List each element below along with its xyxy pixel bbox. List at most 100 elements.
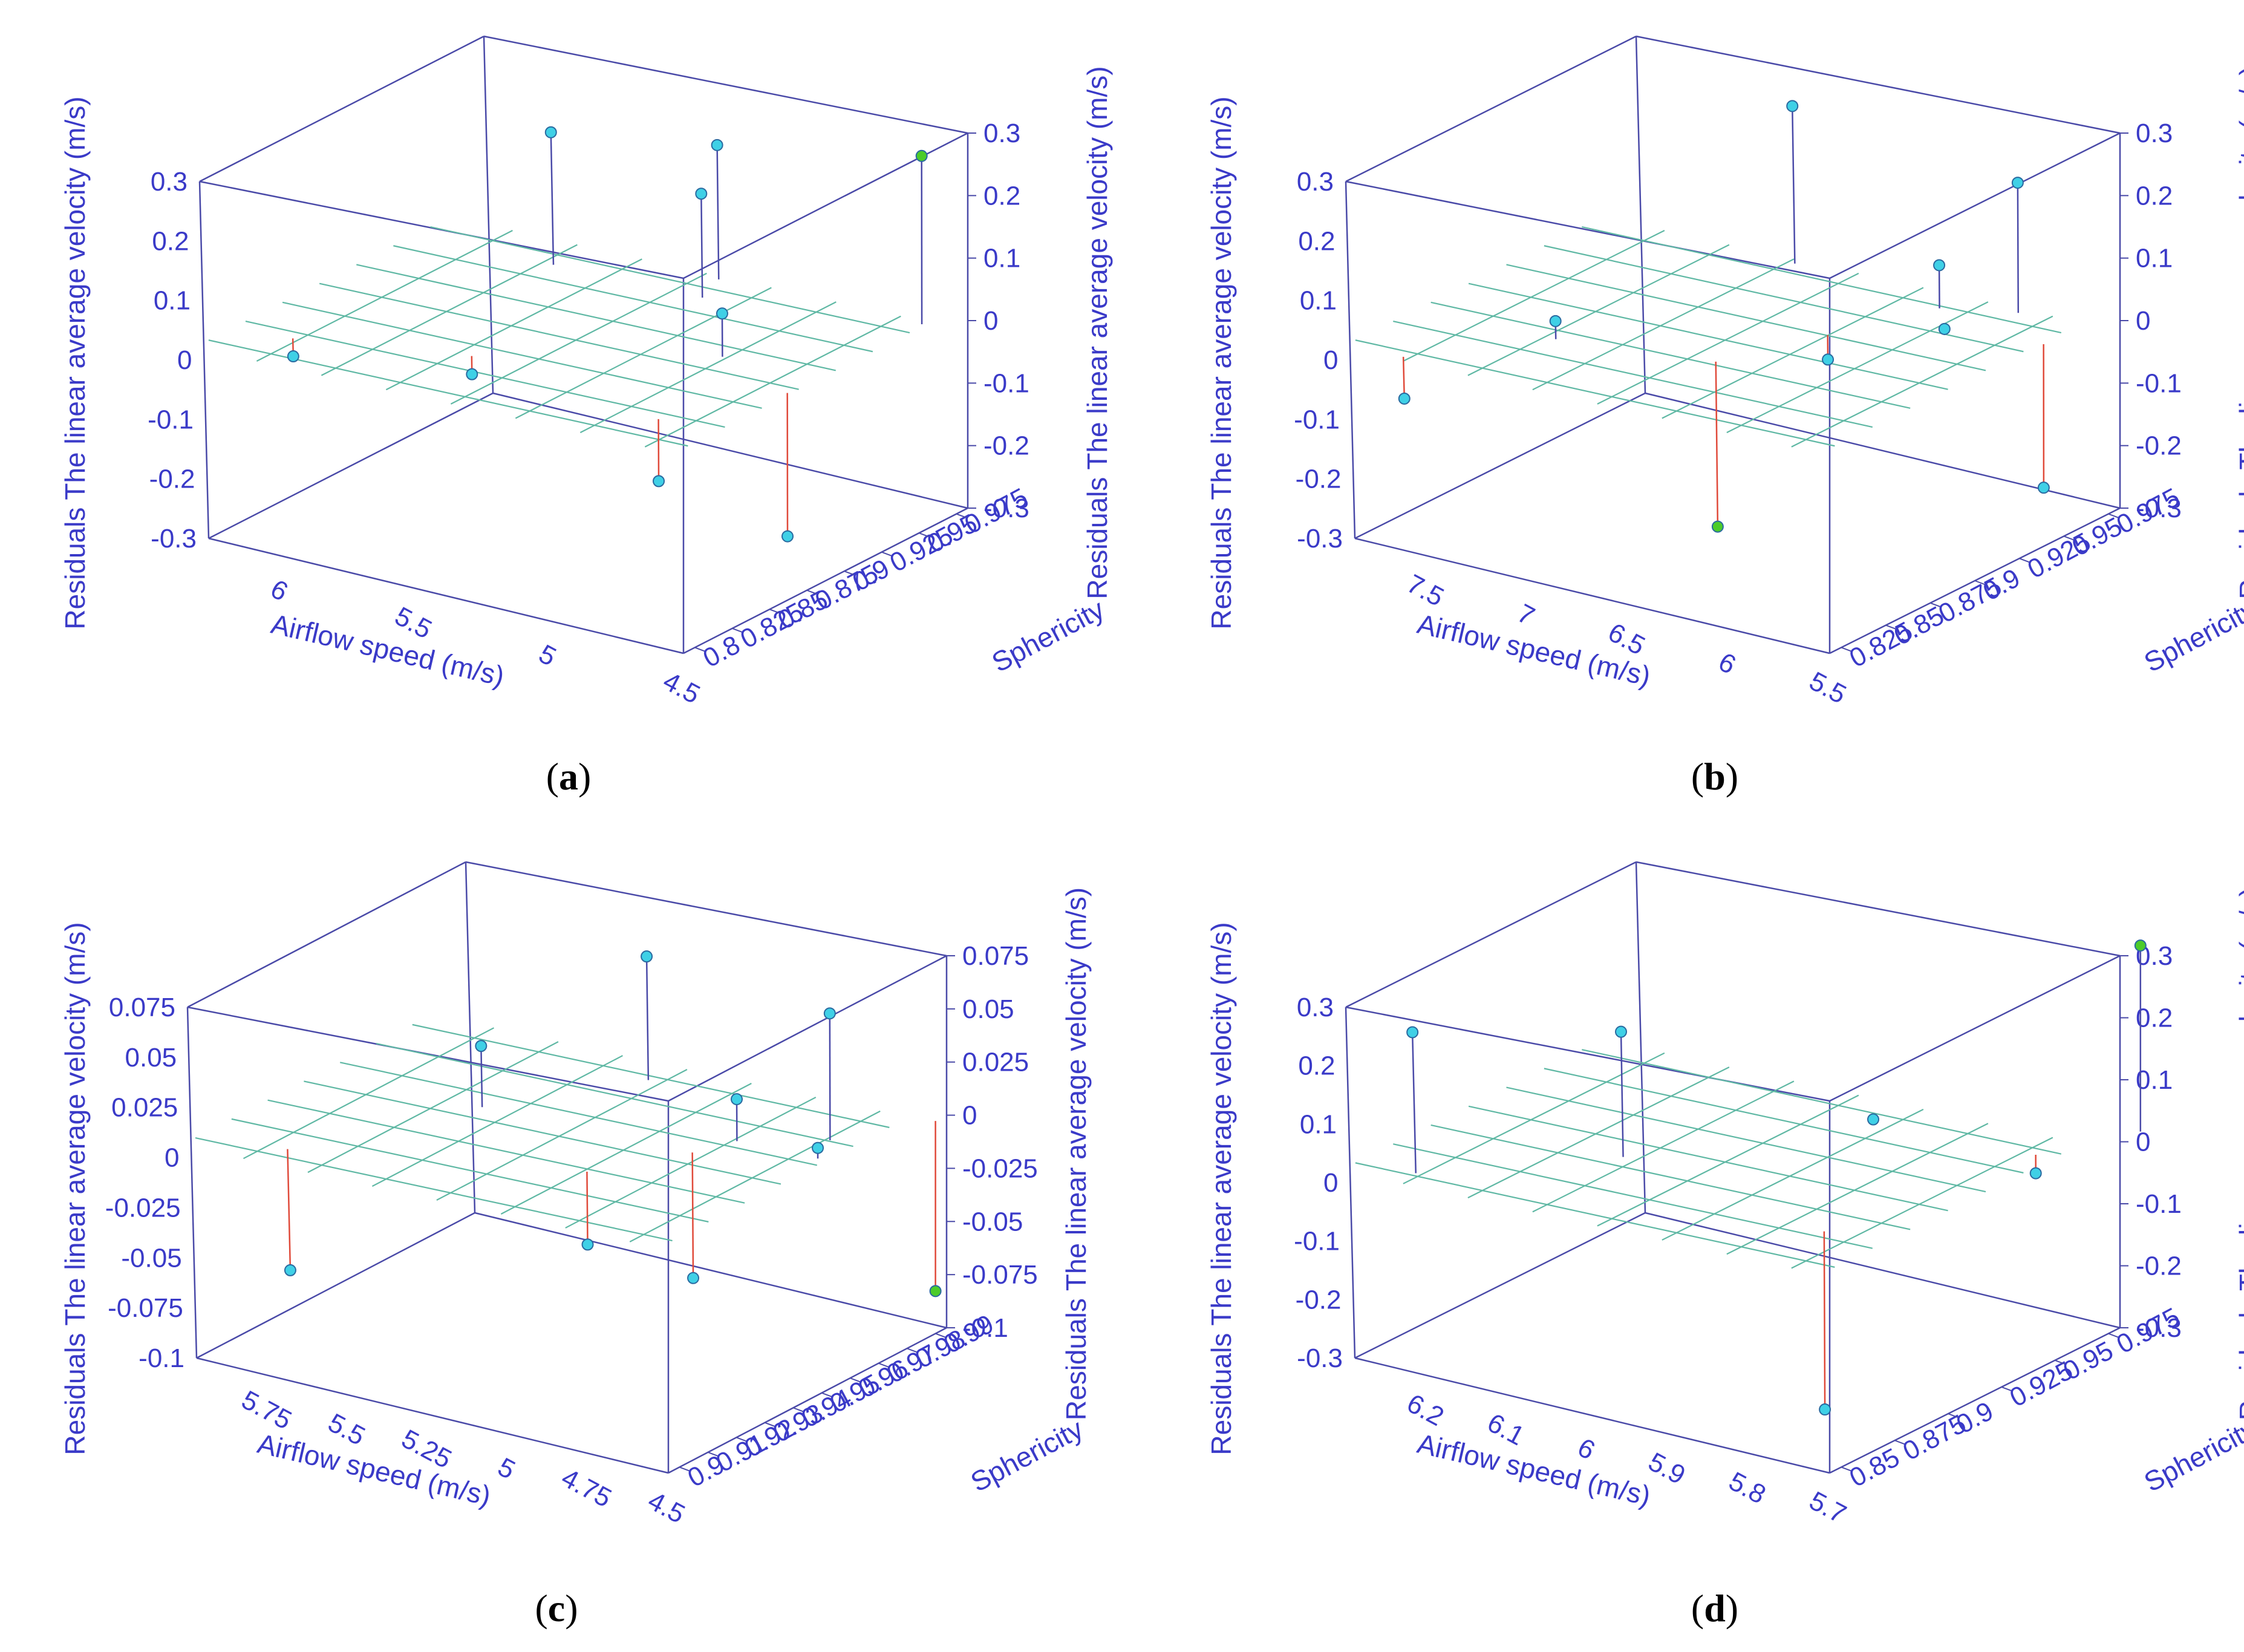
z-tick-label-left: -0.075	[108, 1293, 183, 1323]
z-tick-label-right: -0.3	[2136, 494, 2182, 523]
plane-grid-line	[1791, 1137, 2053, 1269]
y-tick-mark	[956, 513, 967, 518]
plane-grid-line	[1544, 245, 2024, 353]
z-tick-label-left: 0.075	[109, 993, 175, 1022]
plane-grid-line	[430, 226, 910, 334]
z-ticks: 0.30.20.10-0.1-0.2-0.30.30.20.10-0.1-0.2…	[1294, 941, 2182, 1373]
z-tick-label-left: 0	[1323, 345, 1338, 375]
z-axis-label-left: Residuals The linear average velocity (m…	[1205, 922, 1237, 1455]
plane-grid-line	[1430, 1124, 1911, 1230]
plane-grid-line	[1532, 1080, 1795, 1213]
box-frame	[186, 861, 948, 1474]
panel-label: (b)	[1691, 755, 1738, 798]
y-tick-mark	[806, 589, 817, 595]
plane-grid-line	[1403, 1052, 1665, 1184]
box-edge	[1635, 861, 1646, 1213]
box-edge	[1354, 392, 1646, 540]
z-tick-label-left: 0	[177, 345, 192, 375]
residual-stem	[645, 956, 650, 1080]
z-tick-label-right: -0.05	[962, 1207, 1023, 1236]
y-axis-label: Sphericity	[2139, 593, 2244, 679]
residual-point	[287, 350, 299, 363]
box-edge	[198, 181, 210, 539]
plane-grid-line	[321, 244, 578, 376]
box-edge	[1354, 1212, 1646, 1359]
y-tick-mark	[821, 1392, 832, 1397]
box-edge	[1829, 1327, 2121, 1474]
z-tick-label-right: -0.2	[983, 431, 1029, 461]
z-tick-label-left: 0.1	[1300, 1109, 1337, 1139]
plane-grid-line	[385, 258, 642, 391]
y-tick-mark	[2001, 1386, 2012, 1391]
x-tick-label: 6	[1714, 647, 1741, 681]
z-ticks: 0.075 0.05 0.025 0 -0.025 -0.05 -0.075 -0.1 0.07…	[105, 941, 1038, 1373]
x-tick-label: 7	[1513, 598, 1540, 632]
box-edge	[1829, 955, 2121, 1102]
x-tick-label: 4.5	[643, 1486, 690, 1529]
y-tick-mark	[1930, 602, 1940, 607]
residual-point	[1398, 392, 1411, 405]
y-tick-mark	[732, 627, 742, 633]
z-tick-label-right: -0.1	[2136, 1189, 2182, 1219]
x-tick-label: 6	[266, 574, 293, 607]
plane-grid-line	[1791, 315, 2053, 448]
x-tick-label: 5.8	[1724, 1466, 1770, 1510]
residual-point	[716, 307, 728, 320]
z-tick-label-right: 0	[2136, 1128, 2150, 1157]
residual-stem	[550, 132, 555, 265]
y-tick-mark	[769, 609, 780, 614]
plane-grid-line	[304, 1080, 781, 1185]
residual-point	[687, 1272, 700, 1284]
y-tick-mark	[1841, 1466, 1851, 1472]
z-ticks: 0.30.20.10-0.1-0.2-0.30.30.20.10-0.1-0.2…	[1294, 119, 2182, 553]
z-axis-label-right: Residuals The linear average velocity (m…	[2234, 887, 2244, 1420]
residual-point	[641, 950, 653, 963]
x-tick-label: 6	[1573, 1432, 1600, 1466]
z-tick-label-left: 0.3	[1297, 993, 1334, 1022]
plane-grid-line	[339, 1062, 818, 1166]
residual-point	[1938, 322, 1951, 335]
z-axis-label-left: Residuals The linear average velocity (m…	[1205, 96, 1237, 629]
z-axis-label-right: Residuals The linear average velocity (m…	[2234, 66, 2244, 599]
residual-zero-plane	[195, 1024, 890, 1242]
z-tick-label-right: -0.1	[962, 1313, 1008, 1343]
box-edge	[199, 35, 484, 183]
z-tick-label-left: -0.2	[149, 465, 195, 494]
plane-grid-line	[267, 1099, 745, 1204]
box-edge	[1645, 1212, 2121, 1329]
plane-grid-line	[282, 301, 762, 409]
plane-grid-line	[1467, 1066, 1730, 1199]
y-tick-mark	[878, 1362, 889, 1368]
z-tick-label-right: -0.1	[2136, 368, 2182, 398]
plane-grid-line	[245, 320, 725, 428]
z-tick-label-left: -0.3	[1297, 1343, 1343, 1373]
z-tick-label-left: 0	[165, 1143, 179, 1173]
plane-grid-line	[565, 1096, 817, 1229]
residual-stem	[716, 145, 720, 279]
y-tick-mark	[736, 1437, 746, 1442]
residual-stem	[700, 194, 703, 298]
box-frame	[1345, 35, 2121, 655]
z-axis-label-left: Residuals The linear average velocity (m…	[59, 96, 91, 629]
x-axis-label: Airflow speed (m/s)	[268, 608, 507, 692]
residual-point	[823, 1007, 836, 1020]
y-tick-mark	[1894, 1440, 1905, 1445]
z-tick-label-right: 0.1	[2136, 1065, 2173, 1095]
residual-point	[781, 530, 794, 543]
panel-label: (d)	[1691, 1587, 1738, 1630]
residual-point	[475, 1040, 488, 1053]
plane-grid-line	[1506, 264, 1986, 371]
x-axis-label: Airflow speed (m/s)	[1414, 1428, 1653, 1512]
residual-zero-plane	[208, 226, 910, 448]
y-tick-mark	[2063, 535, 2074, 541]
box-edge	[196, 1212, 475, 1359]
z-tick-label-right: 0.025	[962, 1048, 1029, 1077]
z-tick-label-right: 0.2	[2136, 1004, 2173, 1033]
panel-label: (c)	[535, 1587, 578, 1630]
z-tick-label-right: 0	[2136, 306, 2150, 336]
y-tick-mark	[2108, 1333, 2119, 1338]
z-tick-label-right: 0.05	[962, 994, 1014, 1024]
z-tick-label-right: 0	[962, 1101, 977, 1131]
x-tick-label: 5.5	[1804, 666, 1851, 710]
plane-grid-line	[1468, 282, 1948, 390]
